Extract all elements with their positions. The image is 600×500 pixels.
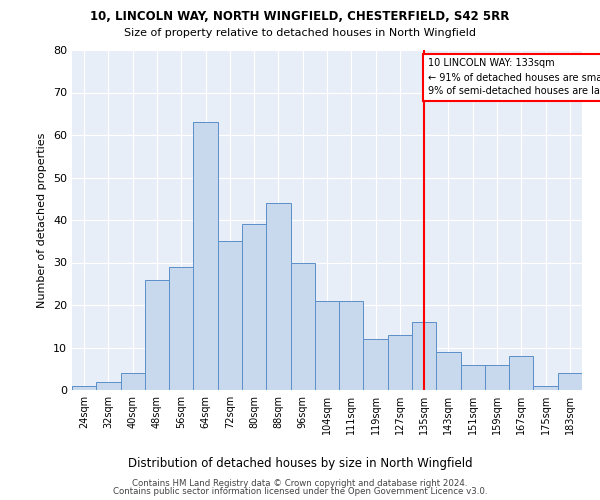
- Bar: [169, 267, 193, 390]
- Text: Contains HM Land Registry data © Crown copyright and database right 2024.: Contains HM Land Registry data © Crown c…: [132, 478, 468, 488]
- Bar: [218, 242, 242, 390]
- Bar: [388, 335, 412, 390]
- Bar: [121, 373, 145, 390]
- Bar: [558, 373, 582, 390]
- Y-axis label: Number of detached properties: Number of detached properties: [37, 132, 47, 308]
- Text: 10, LINCOLN WAY, NORTH WINGFIELD, CHESTERFIELD, S42 5RR: 10, LINCOLN WAY, NORTH WINGFIELD, CHESTE…: [91, 10, 509, 23]
- Bar: [364, 339, 388, 390]
- Bar: [96, 382, 121, 390]
- Bar: [315, 300, 339, 390]
- Bar: [193, 122, 218, 390]
- Text: Distribution of detached houses by size in North Wingfield: Distribution of detached houses by size …: [128, 457, 472, 470]
- Bar: [461, 364, 485, 390]
- Bar: [533, 386, 558, 390]
- Bar: [242, 224, 266, 390]
- Text: 10 LINCOLN WAY: 133sqm
← 91% of detached houses are smaller (297)
9% of semi-det: 10 LINCOLN WAY: 133sqm ← 91% of detached…: [428, 58, 600, 96]
- Bar: [266, 203, 290, 390]
- Bar: [412, 322, 436, 390]
- Bar: [485, 364, 509, 390]
- Bar: [509, 356, 533, 390]
- Bar: [339, 300, 364, 390]
- Bar: [72, 386, 96, 390]
- Text: Size of property relative to detached houses in North Wingfield: Size of property relative to detached ho…: [124, 28, 476, 38]
- Bar: [290, 262, 315, 390]
- Bar: [436, 352, 461, 390]
- Text: Contains public sector information licensed under the Open Government Licence v3: Contains public sector information licen…: [113, 487, 487, 496]
- Bar: [145, 280, 169, 390]
